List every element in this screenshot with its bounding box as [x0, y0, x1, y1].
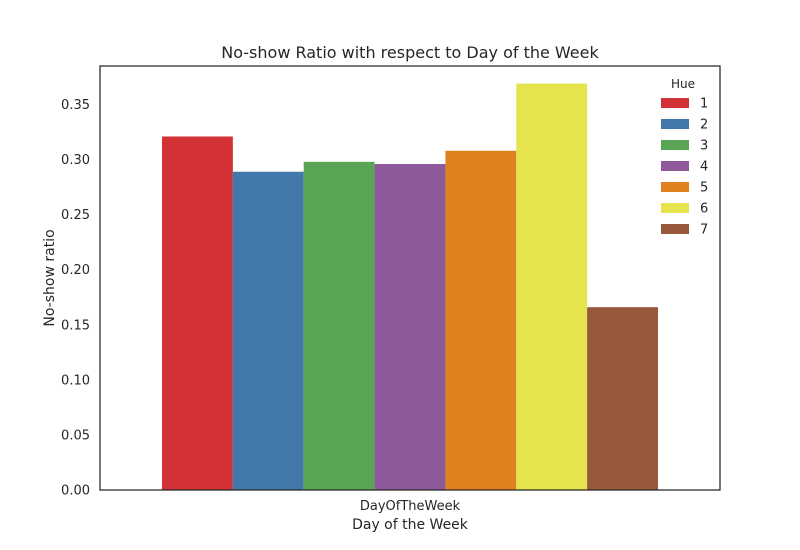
- bar-hue-2: [232, 171, 304, 490]
- legend-title: Hue: [671, 77, 695, 91]
- y-tick-label: 0.15: [61, 318, 90, 333]
- legend-label-3: 3: [700, 139, 708, 154]
- y-tick-label: 0.05: [61, 428, 90, 443]
- x-axis-ticks: DayOfTheWeek: [360, 499, 461, 514]
- y-axis-label: No-show ratio: [42, 229, 58, 326]
- legend-swatch-4: [661, 161, 689, 171]
- y-tick-label: 0.00: [61, 484, 90, 499]
- legend-label-5: 5: [700, 181, 708, 196]
- y-tick-label: 0.20: [61, 263, 90, 278]
- legend-label-1: 1: [700, 97, 708, 112]
- bar-hue-1: [162, 136, 233, 491]
- bar-hue-7: [587, 307, 658, 490]
- bar-hue-6: [516, 83, 588, 491]
- y-axis-ticks: 0.00 0.05 0.10 0.15 0.20 0.25 0.30 0.35: [61, 98, 90, 498]
- x-tick-label: DayOfTheWeek: [360, 499, 461, 514]
- y-tick-label: 0.10: [61, 373, 90, 388]
- y-tick-label: 0.30: [61, 153, 90, 168]
- legend-label-6: 6: [700, 202, 708, 217]
- chart-title: No-show Ratio with respect to Day of the…: [221, 43, 599, 62]
- legend: Hue 1 2 3 4 5 6 7: [661, 77, 708, 238]
- y-tick-label: 0.25: [61, 208, 90, 223]
- x-axis-label: Day of the Week: [352, 517, 469, 533]
- bar-hue-5: [445, 150, 517, 491]
- bar-hue-3: [303, 161, 375, 490]
- legend-swatch-3: [661, 140, 689, 150]
- legend-swatch-6: [661, 203, 689, 213]
- bar-hue-4: [374, 164, 446, 490]
- legend-label-7: 7: [700, 223, 708, 238]
- bars-group: [162, 83, 658, 491]
- legend-swatch-7: [661, 224, 689, 234]
- legend-swatch-1: [661, 98, 689, 108]
- legend-label-4: 4: [700, 160, 708, 175]
- legend-swatch-2: [661, 119, 689, 129]
- legend-swatch-5: [661, 182, 689, 192]
- legend-label-2: 2: [700, 118, 708, 133]
- plot-frame: [99, 65, 721, 491]
- y-tick-label: 0.35: [61, 98, 90, 113]
